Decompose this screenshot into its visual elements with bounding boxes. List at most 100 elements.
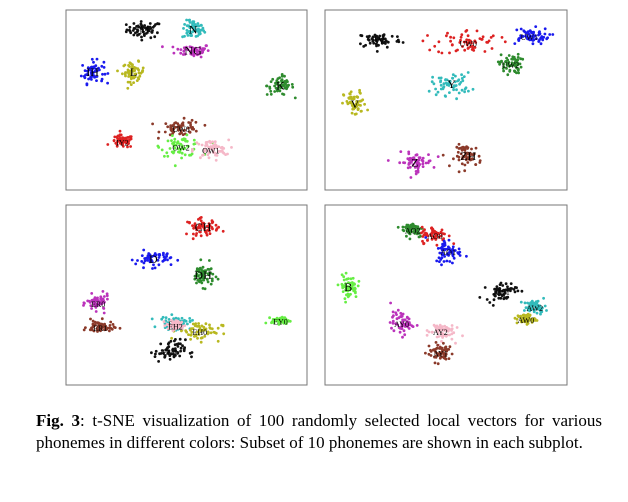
scatter-point <box>179 51 183 55</box>
cluster-label: AW1 <box>493 288 510 297</box>
scatter-point <box>168 357 172 361</box>
scatter-point <box>202 272 205 276</box>
scatter-point <box>440 340 443 343</box>
scatter-point <box>344 300 347 304</box>
scatter-point <box>190 34 194 37</box>
scatter-point <box>440 256 444 260</box>
scatter-point <box>180 144 184 148</box>
scatter-point <box>448 345 452 349</box>
scatter-point <box>465 254 468 258</box>
scatter-point <box>436 155 440 159</box>
scatter-point <box>104 327 108 331</box>
scatter-point <box>188 317 192 320</box>
scatter-point <box>276 89 279 93</box>
scatter-point <box>188 26 192 30</box>
scatter-point <box>342 278 346 282</box>
scatter-point <box>402 322 406 326</box>
scatter-point <box>204 322 208 326</box>
scatter-point <box>356 100 360 104</box>
scatter-point <box>90 78 93 81</box>
cluster-ay0: AY0 <box>388 301 419 339</box>
scatter-point <box>145 32 148 35</box>
scatter-point <box>355 95 359 98</box>
scatter-point <box>102 306 105 310</box>
scatter-point <box>535 319 539 322</box>
scatter-point <box>505 56 508 60</box>
scatter-point <box>462 40 466 44</box>
scatter-point <box>358 99 362 103</box>
scatter-point <box>102 60 106 64</box>
scatter-point <box>443 243 447 247</box>
scatter-point <box>454 49 458 53</box>
scatter-point <box>199 156 202 160</box>
scatter-point <box>498 62 501 66</box>
cluster-eh1: EH1 <box>150 337 194 363</box>
scatter-point <box>90 57 94 61</box>
scatter-point <box>142 266 145 270</box>
scatter-point <box>516 56 520 59</box>
scatter-point <box>185 133 189 137</box>
scatter-point <box>436 331 440 335</box>
scatter-point <box>127 138 131 142</box>
scatter-point <box>348 288 352 292</box>
scatter-point <box>515 28 519 32</box>
scatter-point <box>533 304 537 308</box>
scatter-point <box>187 18 191 22</box>
scatter-point <box>352 95 356 99</box>
cluster-er0: ER0 <box>82 290 109 315</box>
scatter-point <box>485 40 489 44</box>
scatter-point <box>398 330 402 334</box>
scatter-point <box>512 288 516 291</box>
scatter-point <box>460 33 464 37</box>
scatter-point <box>153 266 157 270</box>
scatter-point <box>182 147 186 150</box>
scatter-point <box>118 326 122 330</box>
scatter-point <box>430 80 434 84</box>
scatter-point <box>198 52 202 56</box>
scatter-point <box>171 329 175 332</box>
scatter-point <box>142 248 146 252</box>
scatter-point <box>188 351 192 355</box>
scatter-point <box>391 321 395 325</box>
scatter-point <box>499 281 503 285</box>
scatter-point <box>526 37 529 41</box>
scatter-point <box>350 97 353 101</box>
scatter-point <box>129 72 133 76</box>
scatter-point <box>179 48 183 51</box>
scatter-point <box>395 40 399 43</box>
scatter-point <box>437 40 441 44</box>
scatter-point <box>181 53 185 56</box>
scatter-point <box>180 122 184 126</box>
scatter-point <box>530 307 534 311</box>
scatter-point <box>399 311 403 315</box>
scatter-point <box>451 261 454 265</box>
scatter-point <box>483 286 487 289</box>
scatter-point <box>290 83 294 86</box>
scatter-point <box>347 277 350 280</box>
scatter-point <box>444 78 448 81</box>
scatter-point <box>193 222 197 226</box>
scatter-point <box>529 302 532 306</box>
scatter-point <box>434 347 437 351</box>
scatter-point <box>159 352 163 355</box>
scatter-point <box>141 30 145 34</box>
scatter-point <box>89 317 92 321</box>
scatter-point <box>188 221 191 224</box>
scatter-point <box>474 146 478 150</box>
scatter-point <box>509 64 513 67</box>
scatter-point <box>210 279 214 283</box>
scatter-point <box>204 327 208 331</box>
scatter-point <box>483 50 487 53</box>
scatter-point <box>96 330 99 333</box>
scatter-point <box>471 46 475 50</box>
scatter-point <box>126 145 129 149</box>
scatter-point <box>188 153 191 157</box>
scatter-point <box>194 322 198 326</box>
scatter-point <box>531 34 535 38</box>
scatter-point <box>170 313 174 316</box>
scatter-point <box>464 86 468 90</box>
scatter-point <box>420 225 424 229</box>
scatter-point <box>116 138 120 142</box>
scatter-point <box>492 298 496 302</box>
scatter-point <box>87 77 90 81</box>
